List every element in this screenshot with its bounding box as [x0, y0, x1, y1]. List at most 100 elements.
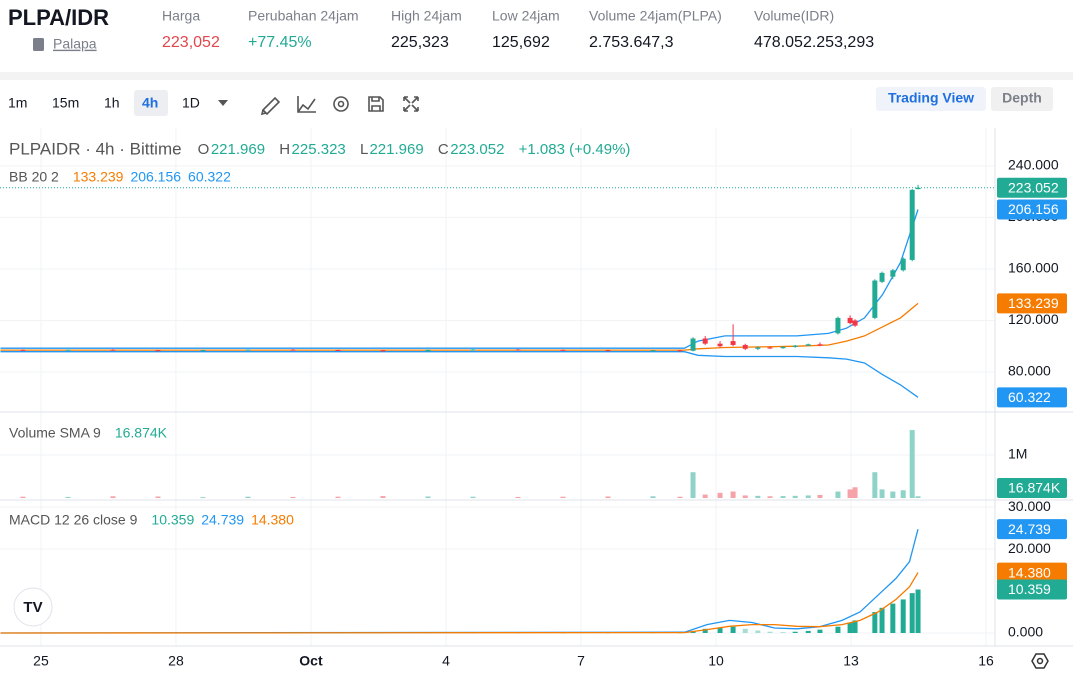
macd-bar: [817, 629, 823, 633]
macd-bar: [909, 593, 915, 633]
interval[interactable]: 1h: [104, 95, 120, 111]
volume-bar: [900, 490, 906, 498]
tab[interactable]: Depth: [1002, 90, 1042, 106]
settings-icon[interactable]: [333, 96, 349, 112]
save-icon[interactable]: [368, 96, 384, 112]
y-tick-label: 240.000: [1008, 157, 1059, 173]
macd-bar: [805, 630, 811, 633]
volume-bar: [852, 487, 858, 498]
ohlc-value: 225.323: [292, 141, 346, 158]
volume-bar: [677, 496, 683, 498]
volume-bar: [380, 496, 386, 498]
coin-name[interactable]: Palapa: [53, 36, 97, 52]
candle-body: [780, 346, 786, 349]
candle-body: [852, 320, 858, 326]
macd-line: [0, 529, 919, 634]
volume-bar: [560, 496, 566, 498]
tv-logo[interactable]: [13, 587, 53, 627]
draw-icon[interactable]: [260, 96, 281, 116]
volume-bar: [817, 494, 823, 498]
price-tag-label: 24.739: [1008, 521, 1051, 537]
candle-body: [702, 338, 708, 344]
axis: 2528Oct4710131680.000120.000160.000200.0…: [33, 157, 1067, 669]
active-bg: [134, 90, 168, 116]
y-tick-label: 1M: [1008, 446, 1027, 462]
candle-body: [605, 350, 611, 352]
volume-bar: [155, 496, 161, 498]
candle-body: [155, 350, 161, 352]
price-tag: [997, 177, 1067, 198]
volume-bar: [717, 492, 723, 498]
stat-label: Perubahan 24jam: [248, 8, 359, 24]
volume-bar: [200, 497, 206, 498]
indicator-label: MACD 12 26 close 9: [9, 512, 138, 528]
volume-bar: [425, 496, 431, 498]
candle-body: [380, 350, 386, 352]
volume-bar: [780, 496, 786, 498]
volume-bar: [805, 495, 811, 498]
volume-bar: [792, 495, 798, 498]
volume-bar: [702, 494, 708, 498]
ohlc-key: L: [360, 141, 368, 158]
candle-body: [742, 344, 748, 349]
volume-bar: [890, 491, 896, 498]
candle-body: [890, 270, 896, 277]
tab-bg: [876, 87, 986, 111]
volume-bar: [909, 430, 915, 498]
interval[interactable]: 15m: [52, 95, 79, 111]
indicator-label: Volume SMA 9: [9, 425, 101, 441]
stat-label: Volume(IDR): [754, 8, 834, 24]
price-tag: [997, 562, 1067, 583]
indicator-value: 14.380: [251, 512, 294, 528]
candle-body: [650, 350, 656, 352]
candle-body: [65, 349, 71, 351]
macd-bar: [879, 607, 885, 633]
interval[interactable]: 1D: [182, 95, 200, 111]
stat-value: +77.45%: [248, 34, 312, 51]
symbol: PLPA/IDR: [8, 5, 109, 30]
ohlc-value: 223.052: [450, 141, 504, 158]
volume-bar: [872, 472, 878, 498]
candle-body: [335, 349, 341, 351]
candle-body: [470, 349, 476, 351]
candle-body: [872, 280, 878, 318]
macd-bar: [847, 622, 853, 633]
indicator-icon[interactable]: [297, 96, 316, 113]
indicator-value: 133.239: [73, 169, 124, 185]
volume-bar: [915, 496, 921, 498]
candle-body: [805, 344, 811, 346]
candle-body: [835, 317, 841, 334]
volume-bar: [245, 496, 251, 498]
fullscreen-icon[interactable]: [403, 96, 419, 112]
macd-bar: [755, 630, 761, 633]
candle-body: [915, 187, 921, 190]
macd-bar: [872, 612, 878, 633]
ohlc-value: 221.969: [369, 141, 423, 158]
y-tick-label: 20.000: [1008, 540, 1051, 556]
macd-bar: [717, 627, 723, 633]
price-tag: [997, 519, 1067, 540]
x-tick-label: 7: [577, 653, 585, 669]
price-tag-label: 223.052: [1008, 179, 1059, 195]
stat-value: 2.753.647,3: [589, 34, 674, 51]
x-tick-label: 4: [442, 653, 450, 669]
dropdown[interactable]: [218, 100, 228, 106]
ohlc-key: H: [279, 141, 290, 158]
tab[interactable]: Trading View: [888, 90, 974, 106]
plot: [0, 184, 995, 634]
candle-body: [879, 272, 885, 282]
axis-settings[interactable]: [1031, 653, 1049, 669]
pane-borders: [0, 128, 1073, 647]
candle-body: [755, 347, 761, 349]
candle-body: [909, 189, 915, 260]
axis-settings-core: [1036, 657, 1044, 665]
interval[interactable]: 1m: [8, 95, 27, 111]
volume-bar: [730, 491, 736, 498]
indicator-value: 60.322: [188, 169, 231, 185]
x-tick-label: Oct: [299, 653, 323, 669]
candle-body: [20, 349, 26, 351]
stat-value: 125,692: [492, 34, 550, 51]
settings-icon-core: [337, 100, 345, 108]
interval[interactable]: 4h: [142, 95, 158, 111]
